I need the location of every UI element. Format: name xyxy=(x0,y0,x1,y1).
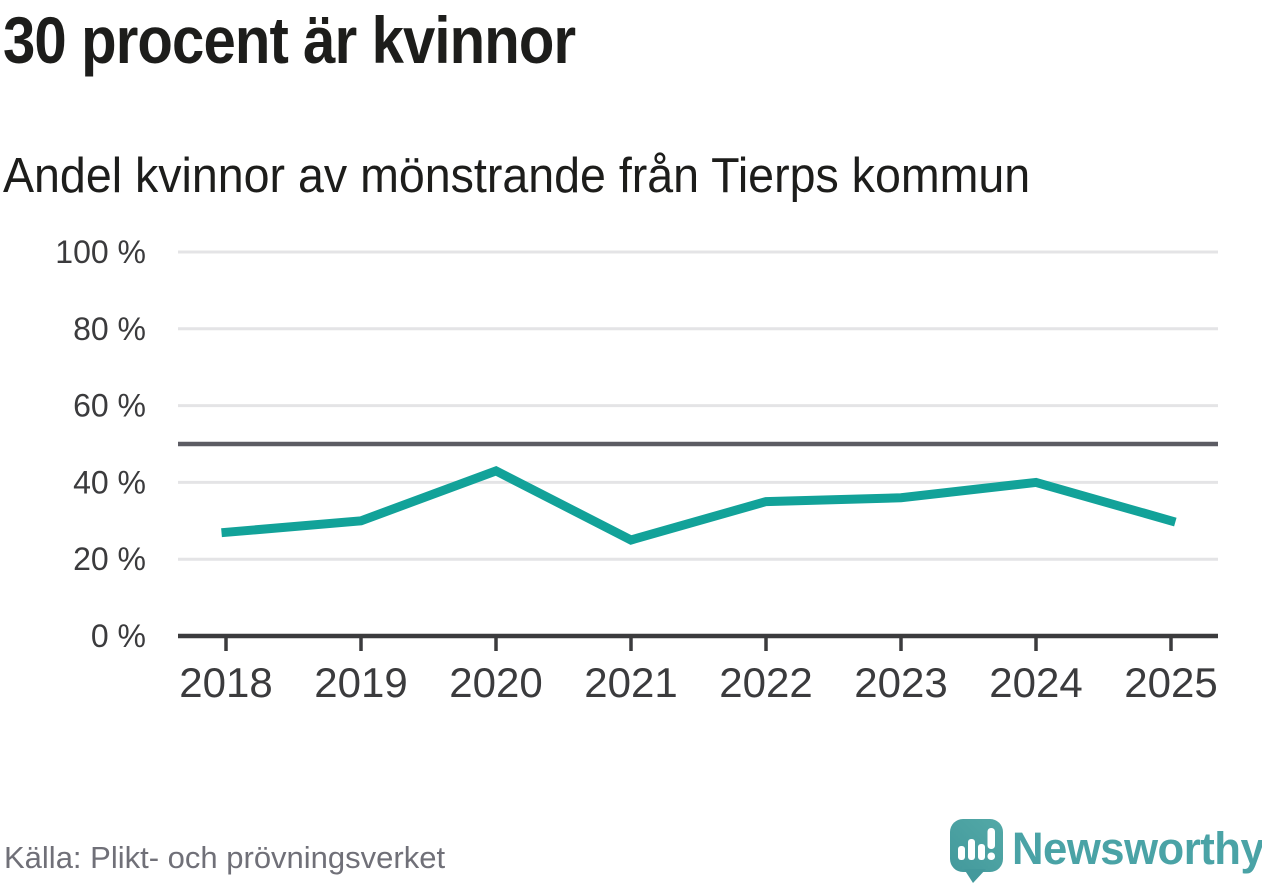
x-tick-label-2024: 2024 xyxy=(989,659,1082,706)
y-tick-label-60: 60 % xyxy=(73,388,146,424)
x-tick-label-2019: 2019 xyxy=(314,659,407,706)
data-line-0 xyxy=(221,465,1177,545)
newsworthy-logo: Newsworthy xyxy=(950,818,1262,883)
y-tick-label-20: 20 % xyxy=(73,541,146,577)
newsworthy-bubble-chart-icon xyxy=(950,819,1003,883)
chart-subtitle: Andel kvinnor av mönstrande från Tierps … xyxy=(3,149,1031,203)
source-caption: Källa: Plikt- och prövningsverket xyxy=(4,840,446,875)
newsworthy-wordmark: Newsworthy xyxy=(1012,823,1262,874)
x-tick-label-2018: 2018 xyxy=(179,659,272,706)
y-tick-label-0: 0 % xyxy=(91,618,146,654)
chart-title: 30 procent är kvinnor xyxy=(3,3,576,77)
x-tick-label-2023: 2023 xyxy=(854,659,947,706)
x-tick-label-2022: 2022 xyxy=(719,659,812,706)
y-tick-label-80: 80 % xyxy=(73,311,146,347)
y-tick-label-100: 100 % xyxy=(55,234,146,270)
x-tick-label-2021: 2021 xyxy=(584,659,677,706)
x-tick-label-2020: 2020 xyxy=(449,659,542,706)
x-tick-label-2025: 2025 xyxy=(1124,659,1217,706)
y-tick-label-40: 40 % xyxy=(73,464,146,500)
